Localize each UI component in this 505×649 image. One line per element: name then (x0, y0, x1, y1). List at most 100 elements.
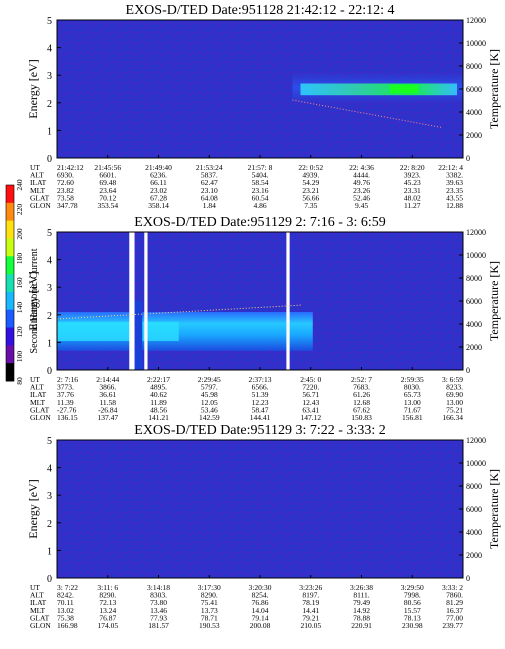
table-cell: 12.43 (302, 398, 319, 407)
colorbar-tick-label: 240 (15, 179, 24, 191)
table-cell: 22: 0:52 (298, 163, 323, 172)
energy-tick-label: 0 (47, 574, 52, 585)
table-row-label: ILAT (30, 390, 47, 399)
table-cell: 230.98 (402, 621, 423, 630)
table-cell: 23.02 (150, 186, 167, 195)
table-row-label: ALT (30, 591, 44, 600)
table-cell: 37.76 (57, 390, 74, 399)
table-cell: 23.31 (404, 186, 421, 195)
temperature-tick-label: 4000 (466, 320, 482, 329)
ion-band (300, 83, 457, 96)
table-row-label: GLAT (30, 405, 50, 414)
table-cell: 7220. (302, 383, 319, 392)
table-cell: 8111. (353, 591, 369, 600)
colorbar-tick-label: 200 (15, 228, 24, 240)
table-cell: 2: 7:16 (57, 375, 78, 384)
energy-tick-label: 4 (47, 464, 52, 475)
energy-tick-label: 5 (47, 436, 52, 447)
temperature-tick-label: 12000 (466, 228, 486, 237)
table-cell: -27.76 (57, 405, 77, 414)
table-row-label: GLON (30, 413, 51, 422)
table-cell: 4.86 (253, 201, 266, 210)
table-cell: 8290. (201, 591, 218, 600)
table-cell: 75.38 (57, 613, 74, 622)
table-cell: 181.57 (148, 621, 169, 630)
energy-tick-label: 5 (47, 16, 52, 27)
table-cell: 63.41 (302, 405, 319, 414)
colorbar-segment (6, 327, 14, 346)
table-cell: 73.58 (57, 193, 74, 202)
colorbar-tick-label: 140 (15, 302, 24, 314)
colorbar-frame (5, 184, 15, 382)
table-cell: 150.83 (351, 413, 372, 422)
table-cell: 12.05 (201, 398, 218, 407)
table-cell: 21:53:24 (196, 163, 223, 172)
table-cell: 13.46 (150, 606, 167, 615)
table-cell: 39.63 (446, 178, 463, 187)
colorbar-segment (6, 363, 14, 382)
table-cell: 78.71 (201, 613, 218, 622)
table-cell: 210.05 (300, 621, 321, 630)
table-cell: 70.11 (57, 598, 74, 607)
table-cell: 8254. (252, 591, 269, 600)
table-cell: 3:33: 2 (442, 583, 463, 592)
temperature-tick-label: 8000 (466, 482, 482, 491)
table-cell: 166.98 (57, 621, 78, 630)
table-cell: 58.47 (252, 405, 269, 414)
panel-1: EXOS-D/TED Date:951128 21:42:12 - 22:12:… (26, 3, 501, 210)
table-cell: 58.54 (252, 178, 269, 187)
table-cell: 3:29:50 (401, 583, 424, 592)
table-cell: 23.10 (201, 186, 218, 195)
colorbar-segment (6, 238, 14, 257)
table-cell: 15.57 (404, 606, 421, 615)
table-cell: 21:57: 8 (248, 163, 273, 172)
table-cell: 347.78 (57, 201, 78, 210)
table-cell: 136.15 (57, 413, 78, 422)
temperature-tick-label: 4000 (466, 108, 482, 117)
temperature-tick-label: 12000 (466, 436, 486, 445)
table-cell: 3:11: 6 (97, 583, 118, 592)
panel-title: EXOS-D/TED Date:951128 21:42:12 - 22:12:… (126, 3, 395, 18)
temperature-axis-label: Temperature [K] (487, 469, 501, 549)
table-cell: 78.13 (404, 613, 421, 622)
table-cell: 3:14:18 (147, 583, 170, 592)
energy-tick-label: 1 (47, 546, 52, 557)
table-cell: 11.58 (99, 398, 116, 407)
table-row-label: GLAT (30, 613, 50, 622)
temperature-tick-label: 12000 (466, 16, 486, 25)
ion-band-peak (389, 84, 419, 94)
table-cell: 3: 6:59 (442, 375, 463, 384)
colorbar-segment (6, 220, 14, 239)
table-row-label: MLT (30, 398, 46, 407)
table-cell: 77.93 (150, 613, 167, 622)
temperature-tick-label: 2000 (466, 343, 482, 352)
table-row-label: MLT (30, 186, 46, 195)
table-cell: 174.05 (97, 621, 118, 630)
table-row-label: ILAT (30, 598, 47, 607)
table-cell: 56.71 (302, 390, 319, 399)
table-cell: 13.73 (201, 606, 218, 615)
colorbar-segment (6, 256, 14, 275)
energy-axis-label: Energy [eV] (26, 271, 40, 330)
temperature-tick-label: 0 (466, 574, 470, 583)
energy-tick-label: 0 (47, 366, 52, 377)
table-cell: 353.54 (97, 201, 118, 210)
table-cell: 8233. (446, 383, 463, 392)
energy-tick-label: 3 (47, 71, 52, 82)
colorbar-tick-label: 160 (15, 277, 24, 289)
table-cell: 14.04 (252, 606, 269, 615)
table-cell: 21:49:40 (145, 163, 172, 172)
colorbar-segment (6, 309, 14, 329)
table-cell: 69.90 (446, 390, 463, 399)
table-cell: 22: 4:36 (349, 163, 374, 172)
table-cell: 80.56 (404, 598, 421, 607)
colorbar-tick-label: 100 (15, 351, 24, 363)
colorbar-tick-label: 80 (15, 377, 24, 385)
table-cell: 76.86 (252, 598, 269, 607)
table-row-label: ALT (30, 383, 44, 392)
table-cell: 78.19 (302, 598, 319, 607)
temperature-tick-label: 6000 (466, 85, 482, 94)
table-cell: 3866. (99, 383, 116, 392)
table-cell: 70.12 (99, 193, 116, 202)
table-cell: 73.80 (150, 598, 167, 607)
